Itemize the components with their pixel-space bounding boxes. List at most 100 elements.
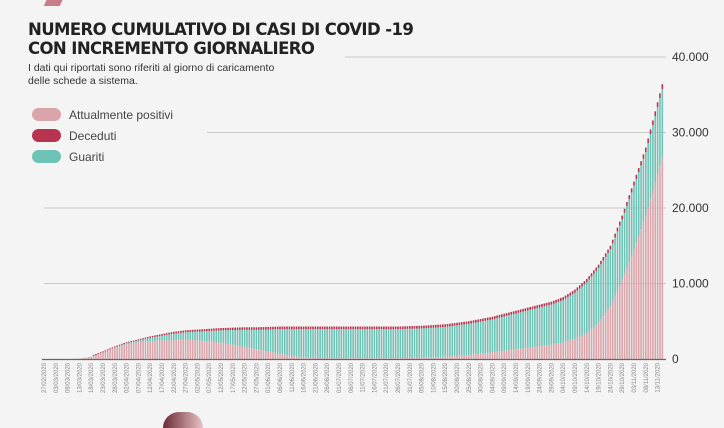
bar-guariti bbox=[128, 343, 130, 344]
bar-guariti bbox=[317, 329, 319, 358]
bar-positivi bbox=[631, 256, 633, 359]
bar-positivi bbox=[291, 356, 293, 359]
bar-deceduti bbox=[591, 273, 593, 276]
bar-guariti bbox=[251, 330, 253, 348]
bar-positivi bbox=[182, 340, 184, 359]
bar-positivi bbox=[416, 358, 418, 359]
bar-guariti bbox=[303, 329, 305, 357]
bar-deceduti bbox=[437, 325, 439, 328]
bar-positivi bbox=[128, 344, 130, 359]
bar-positivi bbox=[357, 358, 359, 359]
bar-positivi bbox=[237, 346, 239, 359]
bar-guariti bbox=[315, 329, 317, 358]
bar-positivi bbox=[451, 356, 453, 359]
bar-positivi bbox=[362, 358, 364, 359]
bar-guariti bbox=[237, 330, 239, 346]
bar-guariti bbox=[126, 343, 128, 344]
bar-deceduti bbox=[133, 341, 135, 342]
bar-deceduti bbox=[173, 332, 175, 334]
bar-guariti bbox=[560, 301, 562, 343]
bar-guariti bbox=[284, 329, 286, 354]
bar-guariti bbox=[378, 329, 380, 358]
bar-positivi bbox=[164, 340, 166, 359]
bar-guariti bbox=[211, 331, 213, 342]
x-tick-label: 22/04/2020 bbox=[172, 362, 178, 393]
bar-guariti bbox=[385, 329, 387, 358]
bar-deceduti bbox=[409, 326, 411, 329]
bar-deceduti bbox=[109, 348, 111, 349]
bar-guariti bbox=[182, 333, 184, 340]
bar-guariti bbox=[369, 329, 371, 358]
bar-deceduti bbox=[600, 261, 602, 264]
bar-deceduti bbox=[190, 330, 192, 332]
bar-positivi bbox=[477, 354, 479, 359]
bar-deceduti bbox=[426, 325, 428, 328]
bar-deceduti bbox=[605, 253, 607, 257]
bar-positivi bbox=[81, 358, 83, 359]
x-tick-label: 22/05/2020 bbox=[243, 362, 249, 393]
bar-deceduti bbox=[185, 330, 187, 332]
bar-guariti bbox=[310, 329, 312, 357]
bar-deceduti bbox=[513, 311, 515, 314]
bar-deceduti bbox=[607, 250, 609, 254]
bar-positivi bbox=[636, 243, 638, 359]
bar-deceduti bbox=[397, 327, 399, 330]
bar-deceduti bbox=[310, 327, 312, 330]
bar-guariti bbox=[308, 329, 310, 357]
bar-positivi bbox=[310, 358, 312, 359]
bar-deceduti bbox=[182, 331, 184, 333]
bar-positivi bbox=[192, 340, 194, 359]
bar-deceduti bbox=[121, 344, 123, 345]
bar-deceduti bbox=[621, 216, 623, 220]
bar-guariti bbox=[135, 341, 137, 343]
bar-guariti bbox=[166, 335, 168, 340]
bar-positivi bbox=[430, 357, 432, 359]
bar-guariti bbox=[263, 330, 265, 351]
bar-guariti bbox=[506, 316, 508, 351]
bar-deceduti bbox=[392, 327, 394, 330]
bar-guariti bbox=[636, 179, 638, 243]
bar-deceduti bbox=[654, 111, 656, 116]
bar-deceduti bbox=[418, 326, 420, 329]
x-tick-label: 09/09/2020 bbox=[502, 362, 508, 393]
bar-positivi bbox=[211, 342, 213, 359]
bar-guariti bbox=[647, 143, 649, 207]
bar-guariti bbox=[612, 243, 614, 300]
bar-guariti bbox=[605, 257, 607, 313]
bar-deceduti bbox=[159, 335, 161, 337]
bar-positivi bbox=[584, 334, 586, 359]
bar-deceduti bbox=[650, 129, 652, 133]
bar-guariti bbox=[359, 329, 361, 358]
bar-guariti bbox=[256, 330, 258, 349]
bar-positivi bbox=[140, 342, 142, 359]
bar-deceduti bbox=[652, 120, 654, 125]
bar-positivi bbox=[149, 341, 151, 359]
bar-guariti bbox=[499, 318, 501, 352]
bar-deceduti bbox=[367, 327, 369, 330]
bar-guariti bbox=[246, 330, 248, 348]
bar-positivi bbox=[220, 343, 222, 359]
x-tick-label: 08/03/2020 bbox=[66, 362, 72, 393]
bar-guariti bbox=[161, 336, 163, 341]
bar-positivi bbox=[168, 340, 170, 359]
y-tick-label: 30.000 bbox=[672, 126, 709, 140]
bar-deceduti bbox=[234, 328, 236, 330]
bar-deceduti bbox=[546, 303, 548, 306]
bar-guariti bbox=[279, 329, 281, 354]
bar-guariti bbox=[190, 332, 192, 340]
bar-positivi bbox=[83, 358, 85, 359]
bar-positivi bbox=[175, 340, 177, 359]
bar-positivi bbox=[305, 357, 307, 359]
bar-deceduti bbox=[449, 324, 451, 327]
x-tick-label: 13/11/2020 bbox=[656, 362, 662, 392]
bar-positivi bbox=[116, 347, 118, 359]
bar-deceduti bbox=[114, 346, 116, 347]
bar-deceduti bbox=[501, 314, 503, 317]
bar-positivi bbox=[591, 329, 593, 359]
bar-guariti bbox=[253, 330, 255, 349]
x-tick-label: 27/02/2020 bbox=[42, 362, 48, 393]
bar-deceduti bbox=[317, 327, 319, 330]
bar-deceduti bbox=[208, 329, 210, 331]
x-tick-label: 06/07/2020 bbox=[349, 362, 355, 393]
bar-deceduti bbox=[388, 327, 390, 330]
